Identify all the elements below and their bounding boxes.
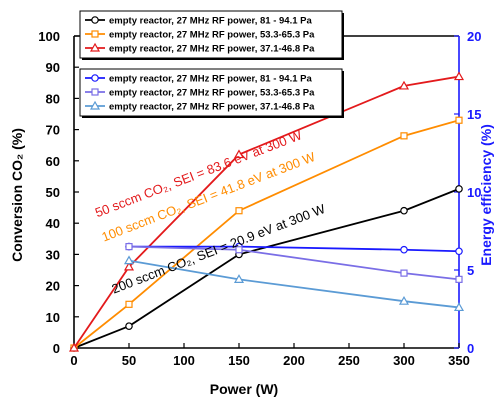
x-tick-label: 300 [393, 353, 415, 368]
data-point-marker [455, 116, 463, 124]
x-tick-label: 350 [448, 353, 470, 368]
y-left-axis-title: Conversion CO₂ (%) [9, 128, 25, 262]
y-left-tick-label: 40 [46, 216, 60, 231]
data-point-marker [125, 243, 133, 251]
y-right-tick-label: 0 [467, 341, 474, 356]
data-point-marker [233, 274, 245, 283]
data-point-marker [89, 100, 101, 110]
y-left-tick-label: 50 [46, 185, 60, 200]
y-left-tick-label: 80 [46, 91, 60, 106]
series-6 [123, 255, 465, 312]
series-line [128, 259, 460, 309]
y-right-tick-label: 10 [467, 185, 481, 200]
y-right-tick-label: 20 [467, 29, 481, 44]
legend-item: empty reactor, 27 MHz RF power, 37.1-46.… [85, 42, 315, 55]
data-point-marker [455, 247, 463, 256]
legend-label: empty reactor, 27 MHz RF power, 53.3-65.… [109, 88, 315, 99]
data-point-marker [123, 261, 135, 271]
data-point-marker [455, 185, 463, 193]
data-point-marker [235, 207, 243, 215]
y-left-tick-label: 100 [38, 29, 60, 44]
y-left-tick-label: 70 [46, 123, 60, 138]
x-axis-ticks: 0 50 100 150 200 250 300 350 [70, 343, 470, 368]
data-point-marker [89, 42, 101, 52]
legend-item: empty reactor, 27 MHz RF power, 53.3-65.… [85, 88, 315, 99]
y-left-tick-label: 20 [46, 279, 60, 294]
data-point-marker [125, 322, 133, 330]
legend-item: empty reactor, 27 MHz RF power, 81 - 94.… [85, 74, 312, 85]
x-tick-label: 100 [173, 353, 195, 368]
x-axis-title: Power (W) [210, 381, 278, 397]
y-left-axis-ticks: 0 10 20 30 40 50 60 70 80 90 100 [38, 29, 79, 356]
data-point-marker [455, 275, 463, 283]
legend-label: empty reactor, 27 MHz RF power, 53.3-65.… [109, 30, 315, 41]
data-point-marker [123, 255, 135, 265]
y-left-tick-label: 10 [46, 310, 60, 325]
data-point-marker [91, 16, 99, 24]
x-tick-label: 150 [228, 353, 250, 368]
y-left-tick-label: 90 [46, 60, 60, 75]
legend-item: empty reactor, 27 MHz RF power, 81 - 94.… [85, 16, 312, 27]
data-point-marker [400, 269, 408, 277]
data-point-marker [91, 30, 99, 38]
series-line [128, 245, 460, 281]
y-left-tick-label: 0 [53, 341, 60, 356]
series-5 [125, 243, 463, 283]
series-layer [68, 71, 465, 352]
data-point-marker [233, 149, 245, 159]
data-point-marker [398, 295, 410, 305]
x-tick-label: 0 [70, 353, 77, 368]
data-point-marker [398, 80, 410, 90]
x-tick-label: 250 [338, 353, 360, 368]
legend-box-frame [79, 68, 343, 117]
legend-label: empty reactor, 27 MHz RF power, 81 - 94.… [109, 74, 312, 85]
x-tick-label: 50 [122, 353, 136, 368]
legend-box-frame [79, 10, 343, 59]
y-right-axis-ticks: 0 5 10 15 20 [454, 29, 481, 356]
series-line [129, 245, 460, 253]
x-tick-label: 200 [283, 353, 305, 368]
data-point-marker [400, 132, 408, 140]
data-point-marker [68, 342, 80, 352]
legend-item: empty reactor, 27 MHz RF power, 37.1-46.… [85, 100, 315, 113]
y-right-tick-label: 15 [467, 107, 481, 122]
data-point-marker [453, 71, 465, 81]
data-point-marker [235, 246, 243, 254]
series-3 [68, 71, 465, 352]
y-right-tick-label: 5 [467, 263, 474, 278]
data-point-marker [91, 74, 99, 82]
legend-item: empty reactor, 27 MHz RF power, 53.3-65.… [85, 30, 315, 41]
data-point-marker [125, 300, 133, 308]
legend-box-2: empty reactor, 27 MHz RF power, 81 - 94.… [79, 68, 344, 118]
data-point-marker [400, 245, 408, 254]
legend-label: empty reactor, 27 MHz RF power, 37.1-46.… [109, 102, 315, 113]
data-point-marker [400, 206, 408, 215]
legend-label: empty reactor, 27 MHz RF power, 81 - 94.… [109, 16, 312, 27]
y-right-axis-title: Energy efficiency (%) [478, 124, 494, 266]
series-4 [125, 242, 463, 256]
legend-box-1: empty reactor, 27 MHz RF power, 81 - 94.… [79, 10, 344, 60]
data-point-marker [91, 88, 99, 96]
y-left-tick-label: 30 [46, 247, 60, 262]
legend-label: empty reactor, 27 MHz RF power, 37.1-46.… [109, 44, 315, 55]
data-point-marker [453, 302, 465, 312]
legend: empty reactor, 27 MHz RF power, 81 - 94.… [79, 10, 344, 118]
y-left-tick-label: 60 [46, 154, 60, 169]
